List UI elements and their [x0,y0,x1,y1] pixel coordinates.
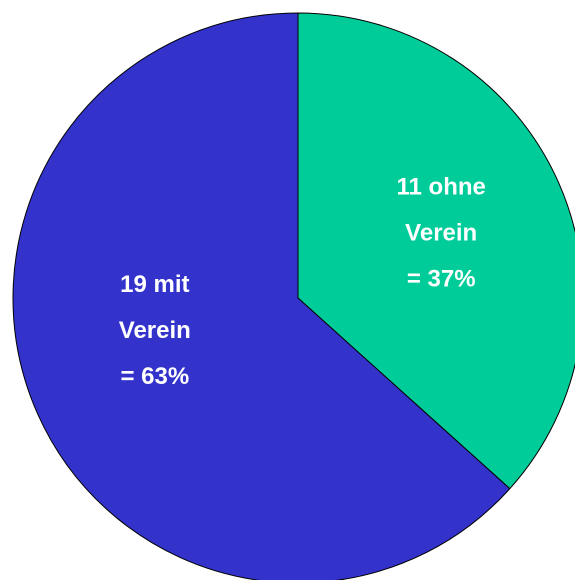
slice-label: Verein [119,317,191,344]
slice-label: 19 mit [120,271,189,298]
pie-slice [12,12,511,580]
slice-label: = 63% [120,363,189,390]
slice-label: = 37% [407,266,476,293]
slice-label: Verein [405,220,477,247]
slice-label: 11 ohne [397,174,486,201]
pie-slice [297,12,575,490]
